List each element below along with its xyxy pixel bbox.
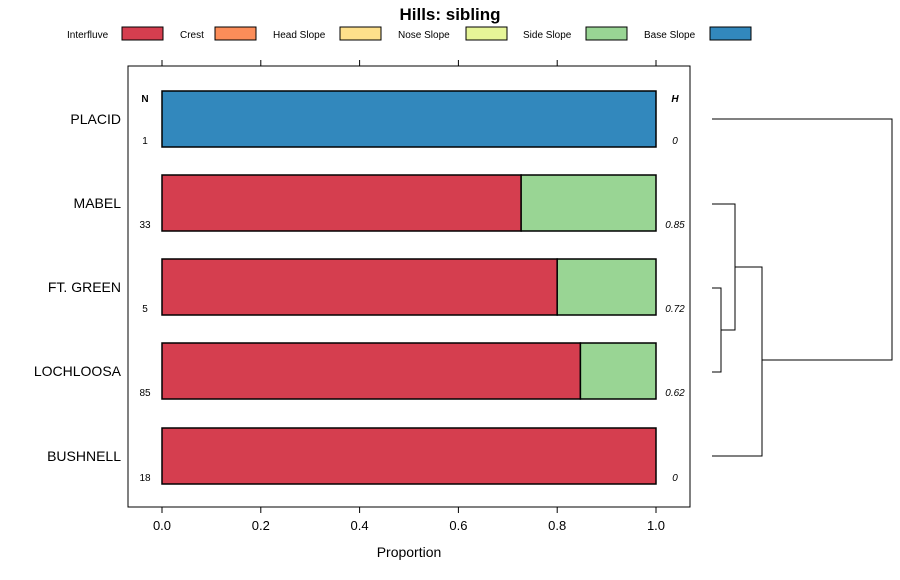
h-value-mabel: 0.85: [665, 220, 685, 231]
x-axis: 0.0 0.2 0.4 0.6 0.8 1.0: [153, 507, 665, 533]
h-value-ft-green: 0.72: [665, 304, 685, 315]
h-header: H: [671, 94, 679, 105]
legend-label-interfluve: Interfluve: [67, 30, 109, 41]
category-label-bushnell: BUSHNELL: [47, 448, 121, 464]
legend-swatch-head-slope: [339, 26, 382, 41]
x-tick-label-0-8: 0.8: [548, 518, 566, 533]
legend-label-base-slope: Base Slope: [644, 30, 696, 41]
h-value-lochloosa: 0.62: [665, 388, 685, 399]
category-label-ft-green: FT. GREEN: [48, 279, 121, 295]
dendrogram-link-placid: [712, 118, 893, 361]
n-value-placid: 1: [142, 136, 148, 147]
dendrogram-link-bushnell: [712, 266, 763, 457]
bar-placid-base-slope: [161, 90, 657, 148]
chart-title: Hills: sibling: [399, 5, 500, 24]
legend-label-crest: Crest: [180, 30, 204, 41]
n-value-bushnell: 18: [139, 473, 151, 484]
legend-swatch-nose-slope: [465, 26, 508, 41]
legend-label-head-slope: Head Slope: [273, 30, 326, 41]
category-label-mabel: MABEL: [74, 195, 122, 211]
legend: Interfluve Crest Head Slope Nose Slope Side …: [67, 26, 752, 41]
category-labels: PLACID MABEL FT. GREEN LOCHLOOSA BUSHNELL: [34, 111, 122, 464]
category-label-lochloosa: LOCHLOOSA: [34, 363, 122, 379]
bar-ft-green-side-slope: [556, 258, 657, 316]
x-tick-label-1-0: 1.0: [647, 518, 665, 533]
legend-swatch-crest: [214, 26, 257, 41]
x-tick-label-0-2: 0.2: [252, 518, 270, 533]
dendrogram-link-ftgreen-lochloosa: [712, 287, 722, 373]
n-value-lochloosa: 85: [139, 388, 151, 399]
x-tick-label-0-0: 0.0: [153, 518, 171, 533]
bar-mabel-interfluve: [161, 174, 522, 232]
n-value-mabel: 33: [139, 220, 151, 231]
annotations: N H 1 0 33 0.85 5 0.72 85 0.62 18 0: [139, 94, 685, 484]
x-axis-label: Proportion: [377, 544, 442, 560]
bar-lochloosa-side-slope: [579, 342, 657, 400]
dendrogram-link-mabel: [712, 203, 736, 331]
n-header: N: [141, 94, 148, 105]
x-tick-label-0-4: 0.4: [351, 518, 369, 533]
legend-swatch-side-slope: [585, 26, 628, 41]
category-label-placid: PLACID: [70, 111, 121, 127]
legend-swatch-interfluve: [121, 26, 164, 41]
h-value-bushnell: 0: [672, 473, 678, 484]
dendrogram: [712, 118, 893, 457]
bar-bushnell-interfluve: [161, 427, 657, 485]
legend-label-nose-slope: Nose Slope: [398, 30, 450, 41]
x-tick-label-0-6: 0.6: [449, 518, 467, 533]
bar-mabel-side-slope: [520, 174, 657, 232]
bars: [161, 90, 657, 485]
plot-frame: [127, 65, 691, 508]
n-value-ft-green: 5: [142, 304, 148, 315]
bar-ft-green-interfluve: [161, 258, 558, 316]
bar-lochloosa-interfluve: [161, 342, 582, 400]
legend-swatch-base-slope: [709, 26, 752, 41]
h-value-placid: 0: [672, 136, 678, 147]
top-axis-ticks: [161, 60, 657, 66]
legend-label-side-slope: Side Slope: [523, 30, 572, 41]
